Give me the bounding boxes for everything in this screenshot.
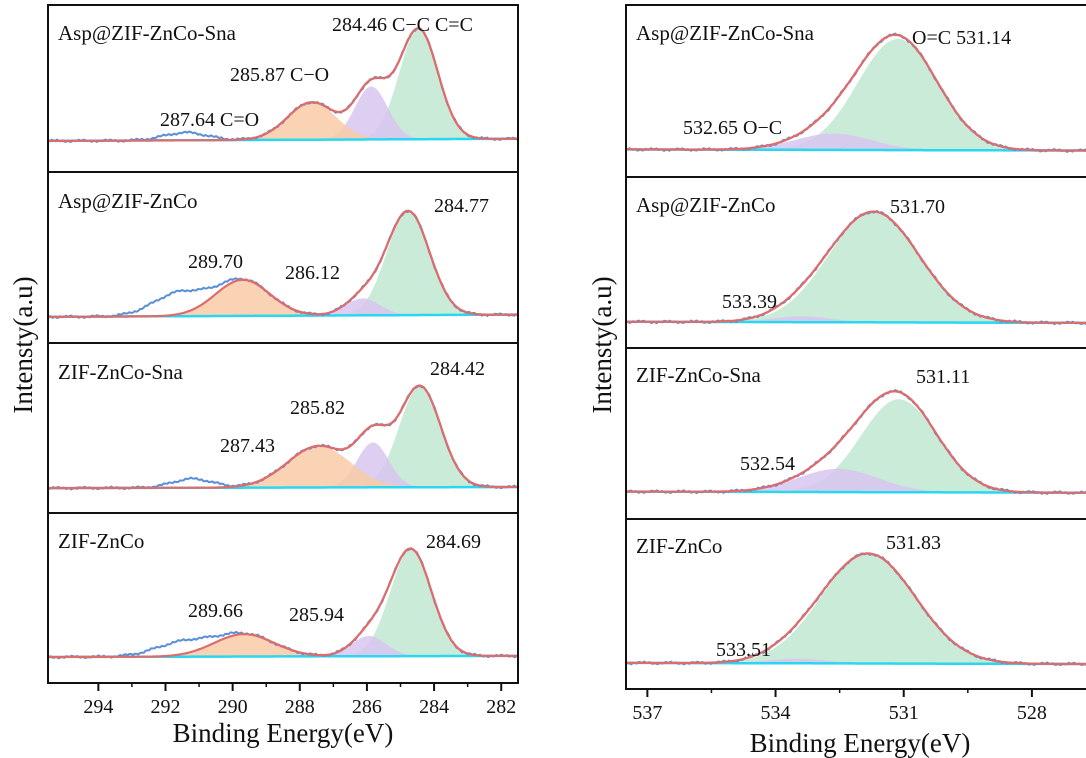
x-tick-label: 294 [83,696,113,718]
panel-c1s: 294 292 290 288 286 284 282 Asp@ZIF-ZnCo-Sna A… [8,4,519,748]
component-peak-fill [626,399,1086,493]
x-tick-label: 284 [419,696,449,718]
panel-c1s-stack-label: ZIF-ZnCo-Sna [58,360,184,384]
component-peak-fill [626,133,1086,151]
component-peak-fill [48,279,518,317]
x-tick-label: 528 [1017,702,1047,724]
x-tick-label: 288 [285,696,315,718]
peak-label: 533.51 [716,639,771,661]
panel-c1s-plot-layer [47,27,519,660]
panel-o1s-xticks: 537 534 531 528 [632,689,1047,724]
peak-label: 532.54 [740,453,795,475]
component-peak-fill [626,211,1086,323]
panel-o1s-stack-label: ZIF-ZnCo [636,534,722,558]
panel-o1s-y-axis-title: Intensty(a.u) [587,276,617,413]
fitted-envelope-line [626,33,1086,152]
panel-c1s-stack-label: ZIF-ZnCo [58,529,144,553]
peak-label: 284.42 [430,358,485,380]
peak-label: 289.66 [188,600,243,622]
component-peak-fill [626,468,1086,493]
peak-label: 286.12 [285,262,340,284]
peak-label: 289.70 [188,251,243,273]
component-peak-fill [48,549,518,657]
component-peak-fill [48,634,518,657]
peak-label: 531.83 [886,532,941,554]
fitted-envelope-line [626,390,1086,494]
peak-label: 285.82 [290,397,345,419]
peak-label: 285.87 C−O [230,64,329,86]
panel-c1s-stack-label: Asp@ZIF-ZnCo [58,189,198,213]
peak-label: 531.70 [890,196,945,218]
panel-o1s-x-axis-title: Binding Energy(eV) [750,728,971,758]
x-tick-label: 292 [151,696,181,718]
panel-c1s-stack-label: Asp@ZIF-ZnCo-Sna [58,21,237,45]
peak-label: 284.77 [434,195,489,217]
peak-label: 287.64 C=O [160,109,259,131]
panel-o1s-stack-label: ZIF-ZnCo-Sna [636,363,762,387]
fitted-envelope-line [48,209,518,318]
component-peak-fill [48,386,518,489]
fitted-envelope-line [48,384,518,490]
peak-label: 287.43 [220,435,275,457]
panel-o1s-plot-layer [625,32,1086,667]
fitted-envelope-line [48,547,518,659]
peak-label: 284.46 C−C C=C [332,14,473,36]
peak-label: 533.39 [722,291,777,313]
component-peak-fill [626,553,1086,664]
panel-c1s-y-axis-title: Intensty(a.u) [8,276,38,413]
panel-c1s-xticks: 294 292 290 288 286 284 282 [83,683,516,718]
x-tick-label: 282 [486,696,516,718]
x-tick-label: 286 [352,696,382,718]
peak-label: 285.94 [289,604,344,626]
x-tick-label: 531 [889,702,919,724]
fitted-envelope-line [48,27,518,142]
peak-label: 532.65 O−C [683,117,782,139]
panel-c1s-x-axis-title: Binding Energy(eV) [173,718,394,748]
x-tick-label: 537 [632,702,662,724]
peak-label: 284.69 [426,531,481,553]
x-tick-label: 290 [218,696,248,718]
component-peak-fill [626,39,1086,151]
component-peak-fill [48,29,518,141]
panel-o1s: 537 534 531 528 Asp@ZIF-ZnCo-Sna Asp@ZIF-Zn… [587,4,1086,758]
x-tick-label: 534 [761,702,791,724]
peak-label: O=C 531.14 [912,27,1011,49]
peak-label: 531.11 [916,366,970,388]
panel-o1s-stack-label: Asp@ZIF-ZnCo [636,193,776,217]
component-peak-fill [48,211,518,317]
panel-o1s-stack-label: Asp@ZIF-ZnCo-Sna [636,21,815,45]
fitted-envelope-line [626,210,1086,324]
fitted-envelope-line [626,552,1086,666]
